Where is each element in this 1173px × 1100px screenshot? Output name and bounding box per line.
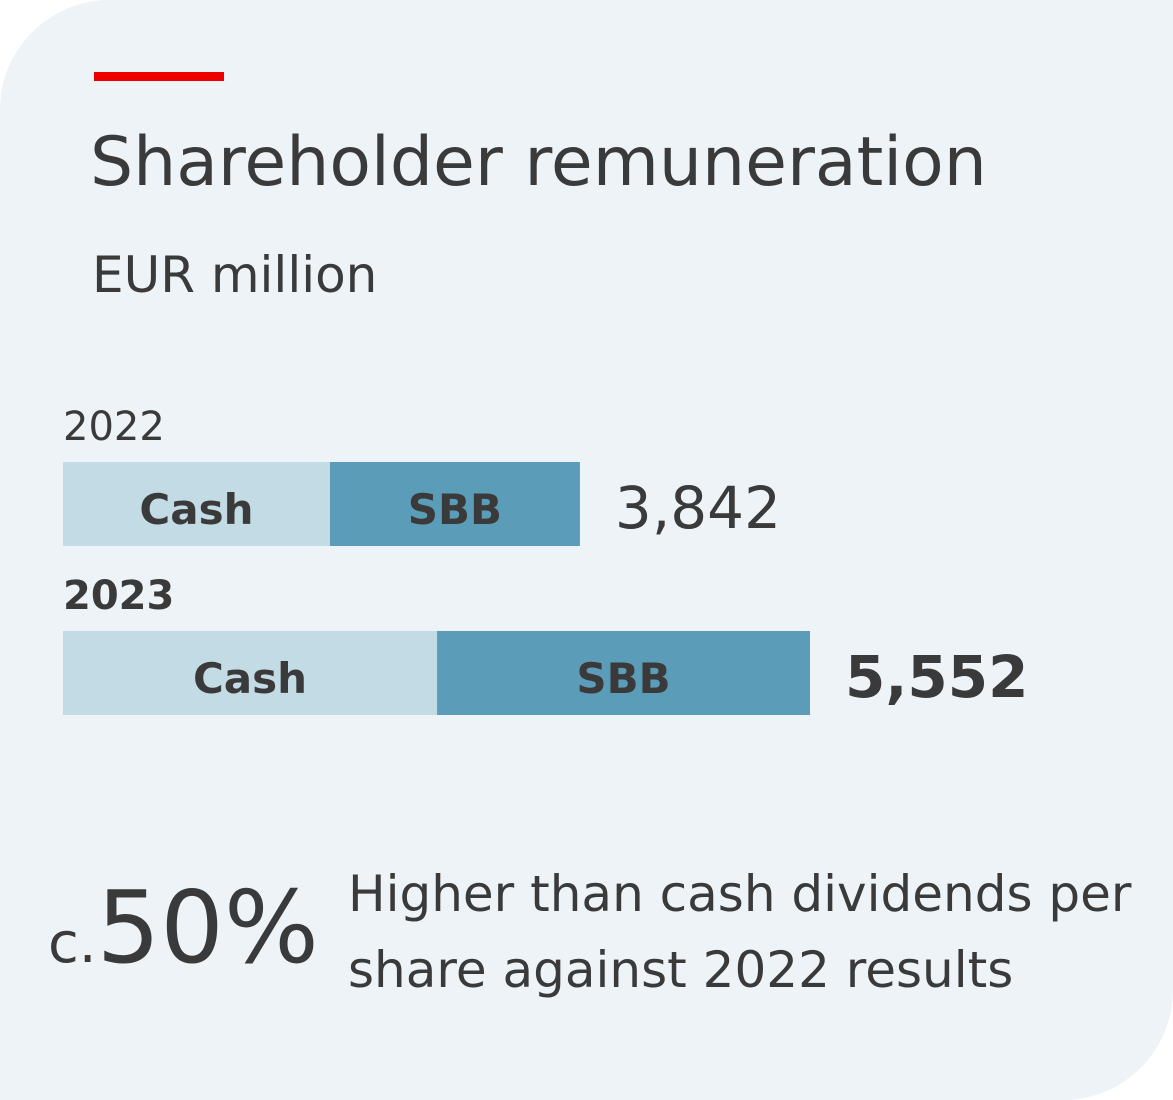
annotation-text: Higher than cash dividends per share aga… — [348, 865, 1132, 999]
total-label: 5,552 — [845, 643, 1028, 711]
segment-label: Cash — [139, 485, 253, 534]
bar-segment — [63, 631, 438, 715]
annotation-figure: c.50% — [48, 869, 319, 986]
annotation-value: 50% — [97, 869, 319, 986]
category-label: 2022 — [63, 404, 165, 450]
segment-label: Cash — [193, 654, 307, 703]
bar-segment — [63, 462, 330, 546]
bar-segment — [437, 631, 810, 715]
segment-label: SBB — [576, 654, 670, 703]
chart-subtitle: EUR million — [92, 246, 377, 304]
segment-label: SBB — [408, 485, 502, 534]
bar-segment — [329, 462, 580, 546]
total-label: 3,842 — [615, 474, 781, 542]
category-label: 2023 — [63, 573, 174, 619]
annotation-prefix: c. — [48, 911, 97, 976]
chart-title: Shareholder remuneration — [90, 123, 987, 202]
accent-line — [94, 72, 224, 81]
